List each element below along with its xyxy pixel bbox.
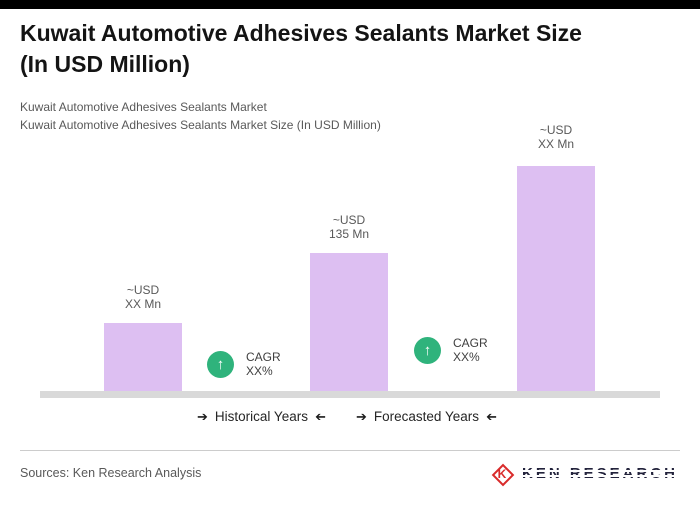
bar-label-historical-line1: ~USD bbox=[126, 283, 160, 297]
ken-research-logo-text: KEN RESEARCH bbox=[519, 463, 680, 485]
bar-label-base-year: ~USD 135 Mn bbox=[284, 213, 414, 241]
bar-base-year bbox=[310, 253, 388, 391]
period-label-historical: ➔ Historical Years ➔ bbox=[197, 409, 326, 424]
cagr-badge-forecast: ↑ CAGR XX% bbox=[414, 336, 488, 364]
bar-label-historical-line2: XX Mn bbox=[124, 297, 161, 311]
logo-stripe bbox=[519, 470, 680, 472]
bar-label-historical: ~USD XX Mn bbox=[78, 283, 208, 311]
logo-wordmark: KEN RESEARCH bbox=[521, 465, 678, 482]
right-arrow-icon: ➔ bbox=[356, 409, 367, 424]
cagr-label: CAGR bbox=[246, 350, 281, 364]
chart-subtitle-1: Kuwait Automotive Adhesives Sealants Mar… bbox=[20, 100, 267, 114]
cagr-text-forecast: CAGR XX% bbox=[453, 336, 488, 364]
chart-subtitles: Kuwait Automotive Adhesives Sealants Mar… bbox=[20, 98, 660, 134]
growth-up-arrow-icon: ↑ bbox=[207, 350, 234, 378]
cagr-value: XX% bbox=[246, 364, 273, 378]
footer-divider bbox=[20, 450, 680, 451]
bar-label-forecast: ~USD XX Mn bbox=[491, 123, 621, 151]
ken-research-logo: K KEN RESEARCH bbox=[491, 462, 680, 487]
page-title: Kuwait Automotive Adhesives Sealants Mar… bbox=[20, 18, 685, 80]
page-title-line1: Kuwait Automotive Adhesives Sealants Mar… bbox=[20, 20, 582, 46]
right-arrow-icon: ➔ bbox=[197, 409, 208, 424]
growth-up-arrow-icon: ↑ bbox=[414, 336, 441, 364]
left-arrow-icon: ➔ bbox=[314, 409, 326, 424]
cagr-text-historical: CAGR XX% bbox=[246, 350, 281, 378]
bar-forecast bbox=[517, 166, 595, 391]
cagr-value: XX% bbox=[453, 350, 480, 364]
chart-subtitle-2: Kuwait Automotive Adhesives Sealants Mar… bbox=[20, 118, 381, 132]
left-arrow-icon: ➔ bbox=[485, 409, 497, 424]
logo-k-letter: K bbox=[497, 467, 507, 481]
chart-baseline bbox=[40, 391, 660, 398]
bar-label-forecast-line1: ~USD bbox=[539, 123, 573, 137]
period-label-forecast-text: Forecasted Years bbox=[373, 409, 479, 424]
bar-label-base-year-line2: 135 Mn bbox=[328, 227, 370, 241]
bar-historical bbox=[104, 323, 182, 391]
logo-stripe bbox=[519, 475, 680, 477]
cagr-label: CAGR bbox=[453, 336, 488, 350]
cagr-badge-historical: ↑ CAGR XX% bbox=[207, 350, 281, 378]
bar-label-forecast-line2: XX Mn bbox=[537, 137, 574, 151]
top-accent-bar bbox=[0, 0, 700, 9]
ken-research-logo-icon: K bbox=[491, 463, 515, 487]
period-label-historical-text: Historical Years bbox=[214, 409, 308, 424]
bar-label-base-year-line1: ~USD bbox=[332, 213, 366, 227]
period-label-forecast: ➔ Forecasted Years ➔ bbox=[356, 409, 497, 424]
sources-note: Sources: Ken Research Analysis bbox=[20, 466, 202, 480]
page-title-line2: (In USD Million) bbox=[20, 51, 190, 77]
